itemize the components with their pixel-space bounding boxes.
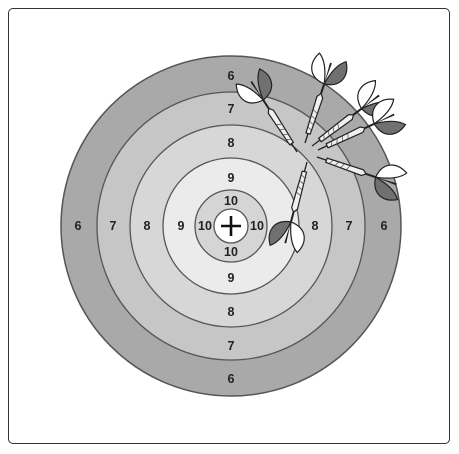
- label-top-8: 8: [228, 136, 235, 150]
- label-left-7: 7: [110, 219, 117, 233]
- label-top-6: 6: [228, 69, 235, 83]
- label-right-6: 6: [381, 219, 388, 233]
- label-left-10: 10: [198, 219, 212, 233]
- label-bottom-6: 6: [228, 372, 235, 386]
- label-bottom-9: 9: [228, 271, 235, 285]
- label-right-8: 8: [312, 219, 319, 233]
- crosshair-plus-icon: [221, 216, 241, 236]
- label-left-6: 6: [75, 219, 82, 233]
- label-bottom-10: 10: [224, 245, 238, 259]
- label-top-10: 10: [224, 194, 238, 208]
- label-right-7: 7: [346, 219, 353, 233]
- label-left-9: 9: [178, 219, 185, 233]
- ring-labels: 6 7 8 9 10 10 9 8 7 6 6 7 8 9 10 10 8 7 …: [75, 69, 388, 386]
- label-top-7: 7: [228, 102, 235, 116]
- label-bottom-7: 7: [228, 339, 235, 353]
- label-right-10: 10: [250, 219, 264, 233]
- label-bottom-8: 8: [228, 305, 235, 319]
- label-top-9: 9: [228, 171, 235, 185]
- label-left-8: 8: [144, 219, 151, 233]
